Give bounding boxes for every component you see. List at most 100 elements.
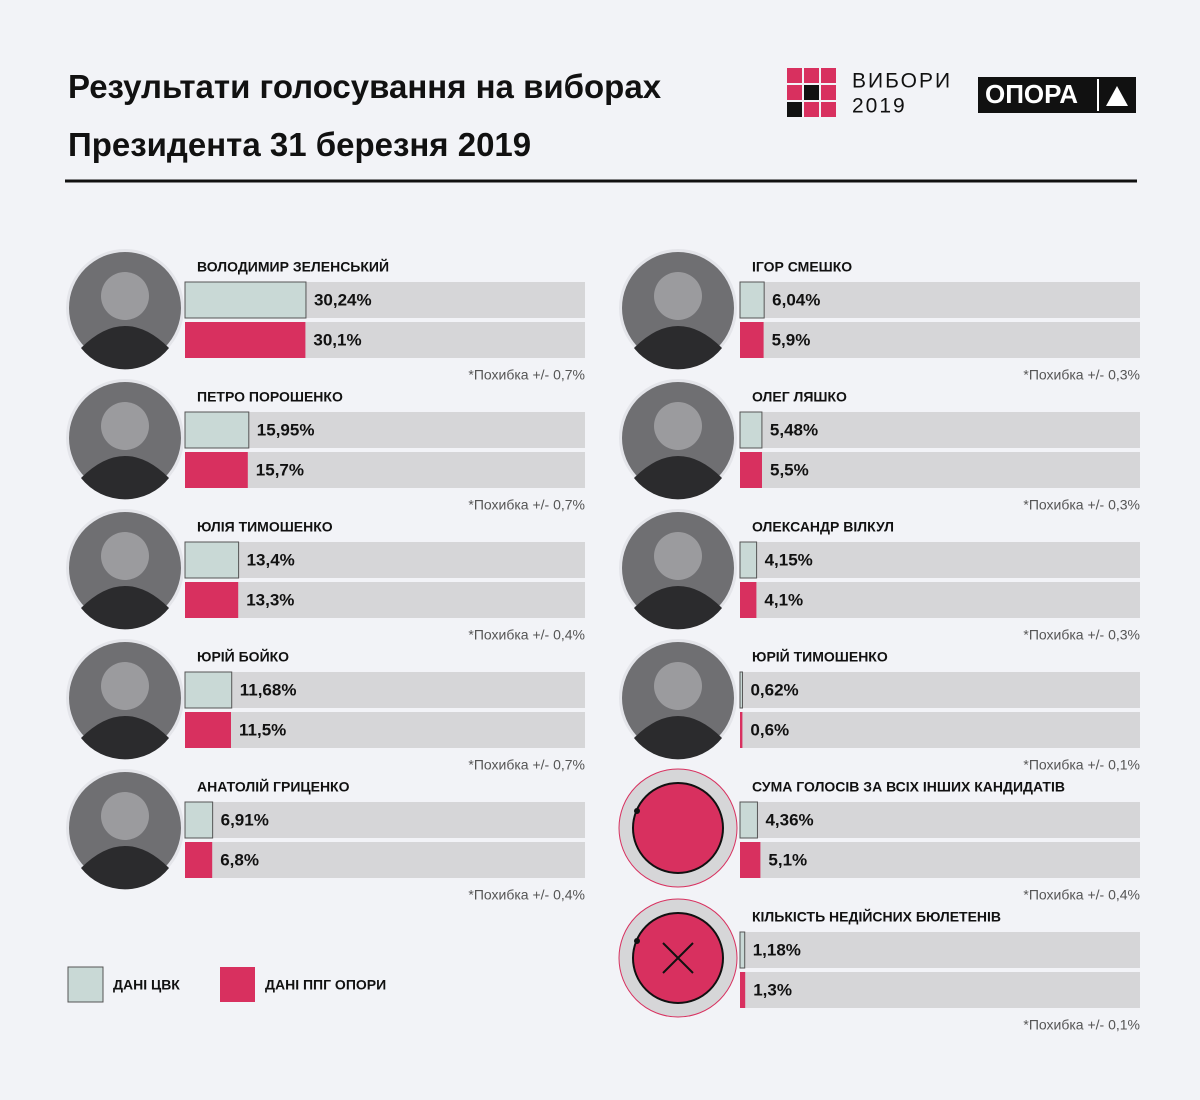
bar-track [740,412,1140,448]
bar [739,801,758,839]
error-label: *Похибка +/- 0,1% [1023,757,1140,773]
bar-track [740,542,1140,578]
photo-head [101,402,149,450]
bar [185,322,306,358]
photo-shoulders [81,586,169,630]
error-label: *Похибка +/- 0,4% [1023,887,1140,903]
candidate-name: СУМА ГОЛОСІВ ЗА ВСІХ ІНШИХ КАНДИДАТІВ [752,779,1065,795]
photo-head [101,272,149,320]
value-label: 1,18% [753,940,801,959]
photo-shoulders [81,456,169,500]
bar [740,322,764,358]
error-label: *Похибка +/- 0,7% [468,367,585,383]
bar-track [185,672,585,708]
photo-head [101,662,149,710]
bar-track [740,842,1140,878]
error-label: *Похибка +/- 0,3% [1023,497,1140,513]
bar-track [740,932,1140,968]
photo-shoulders [634,326,722,370]
value-label: 30,24% [314,290,372,309]
value-label: 13,3% [246,590,294,609]
bar-track [740,972,1140,1008]
bar [739,281,765,319]
icon-dot [634,938,640,944]
bar [185,712,231,748]
bar [739,671,743,709]
photo-shoulders [81,716,169,760]
candidate-name: КІЛЬКІСТЬ НЕДІЙСНИХ БЮЛЕТЕНІВ [752,908,1001,925]
value-label: 6,91% [221,810,269,829]
photo-shoulders [634,456,722,500]
error-label: *Похибка +/- 0,3% [1023,367,1140,383]
photo-shoulders [81,846,169,890]
legend-label: ДАНІ ЦВК [113,977,180,993]
value-label: 4,15% [765,550,813,569]
bar [184,411,250,449]
bar [185,452,248,488]
icon-disc [632,782,724,874]
bar-track [185,582,585,618]
bar [740,582,757,618]
photo-shoulders [634,586,722,630]
error-label: *Похибка +/- 0,7% [468,757,585,773]
value-label: 6,04% [772,290,820,309]
candidate-name: ІГОР СМЕШКО [752,259,852,275]
bar-track [185,802,585,838]
org-logo-triangle [1106,86,1128,106]
election-logo-grid [787,68,836,117]
photo-shoulders [634,716,722,760]
photo-head [654,662,702,710]
bar-track [740,802,1140,838]
election-logo-text: ВИБОРИ [852,70,952,93]
org-logo-box [978,77,1136,113]
bar-track [185,842,585,878]
bar [739,541,758,579]
bar-track [740,672,1140,708]
value-label: 13,4% [247,550,295,569]
bar-track [740,322,1140,358]
election-logo-year: 2019 [852,95,907,118]
icon-dot [634,808,640,814]
value-label: 1,3% [753,980,792,999]
bar [740,842,761,878]
value-label: 5,5% [770,460,809,479]
error-label: *Похибка +/- 0,4% [468,887,585,903]
value-label: 0,6% [750,720,789,739]
error-label: *Похибка +/- 0,1% [1023,1017,1140,1033]
photo-head [101,532,149,580]
bar [740,712,743,748]
error-label: *Похибка +/- 0,3% [1023,627,1140,643]
bar [184,671,233,709]
value-label: 5,9% [772,330,811,349]
photo-head [101,792,149,840]
value-label: 4,1% [764,590,803,609]
candidate-name: ОЛЕКСАНДР ВІЛКУЛ [752,519,894,535]
legend-swatch [67,966,104,1003]
bar-track [185,412,585,448]
bar [740,452,762,488]
candidate-name: ЮРІЙ БОЙКО [197,648,289,665]
value-label: 11,5% [239,720,286,739]
bar-track [740,582,1140,618]
bar-track [740,282,1140,318]
org-logo-divider [1097,79,1099,111]
photo-head [654,402,702,450]
bar-track [740,452,1140,488]
value-label: 6,8% [220,850,259,869]
bar [184,801,214,839]
bar [185,842,213,878]
bar [739,411,763,449]
chart-title: Результати голосування на виборах Презид… [68,68,662,163]
photo-head [654,532,702,580]
value-label: 5,1% [768,850,807,869]
legend-swatch [220,967,255,1002]
bar-track [740,712,1140,748]
candidate-name: АНАТОЛІЙ ГРИЦЕНКО [197,778,350,795]
bar-track [185,712,585,748]
value-label: 4,36% [765,810,813,829]
candidate-name: ВОЛОДИМИР ЗЕЛЕНСЬКИЙ [197,258,389,275]
value-label: 15,7% [256,460,304,479]
bar [739,931,746,969]
